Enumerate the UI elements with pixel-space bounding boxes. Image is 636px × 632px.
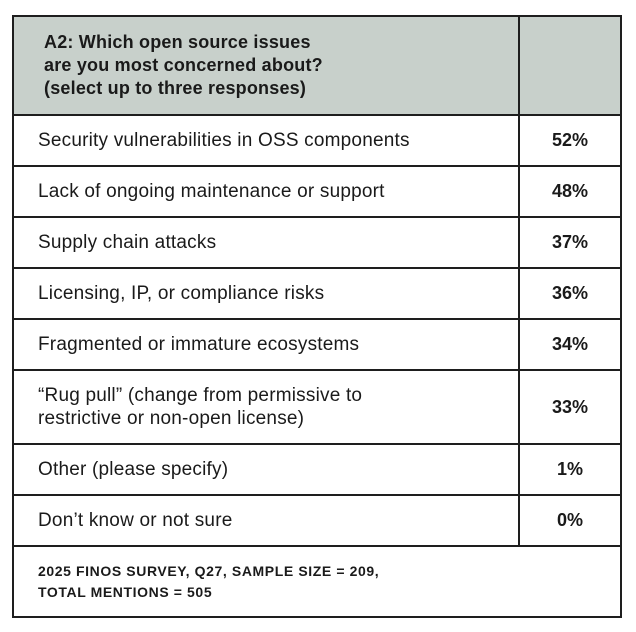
row-label: Supply chain attacks [14, 218, 520, 267]
row-percentage: 37% [551, 232, 589, 252]
row-percentage: 48% [551, 181, 589, 201]
row-percentage: 36% [551, 283, 589, 303]
row-percentage: 52% [551, 130, 589, 150]
row-percentage: 0% [556, 510, 583, 530]
row-label: Don’t know or not sure [14, 496, 520, 545]
table-row: Security vulnerabilities in OSS componen… [14, 114, 620, 165]
row-label: Security vulnerabilities in OSS componen… [14, 116, 520, 165]
table-header-row: A2: Which open source issues are you mos… [14, 17, 620, 114]
question-heading: A2: Which open source issues are you mos… [14, 17, 520, 114]
table-row: Supply chain attacks 37% [14, 216, 620, 267]
table-row: Licensing, IP, or compliance risks 36% [14, 267, 620, 318]
footer-value-cell [520, 547, 620, 616]
table-row: Other (please specify) 1% [14, 443, 620, 494]
table-row: “Rug pull” (change from permissive to re… [14, 369, 620, 443]
header-value-cell [520, 17, 620, 114]
table-footer-row: 2025 FINOS SURVEY, Q27, SAMPLE SIZE = 20… [14, 545, 620, 616]
row-percentage: 1% [556, 459, 583, 479]
row-label: “Rug pull” (change from permissive to re… [14, 371, 520, 443]
row-label: Lack of ongoing maintenance or support [14, 167, 520, 216]
row-label: Licensing, IP, or compliance risks [14, 269, 520, 318]
table-row: Don’t know or not sure 0% [14, 494, 620, 545]
row-label: Fragmented or immature ecosystems [14, 320, 520, 369]
survey-footnote: 2025 FINOS SURVEY, Q27, SAMPLE SIZE = 20… [38, 562, 380, 600]
survey-results-table: A2: Which open source issues are you mos… [12, 15, 622, 618]
table-row: Fragmented or immature ecosystems 34% [14, 318, 620, 369]
table-row: Lack of ongoing maintenance or support 4… [14, 165, 620, 216]
row-percentage: 34% [551, 334, 589, 354]
row-percentage: 33% [551, 396, 589, 417]
row-label: Other (please specify) [14, 445, 520, 494]
